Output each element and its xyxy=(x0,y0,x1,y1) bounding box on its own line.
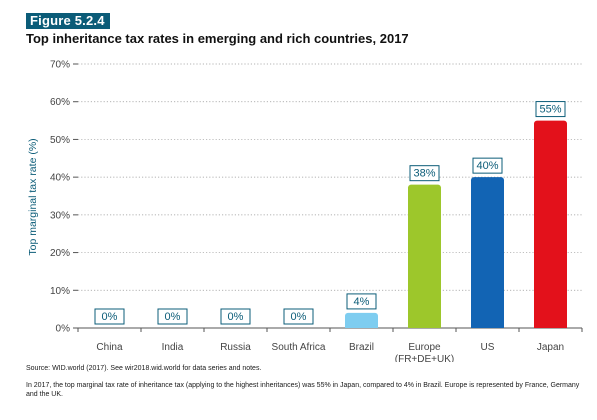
bar xyxy=(345,312,378,328)
y-tick-label: 10% xyxy=(50,286,70,297)
value-label-text: 0% xyxy=(291,311,307,323)
value-label-box xyxy=(157,308,188,325)
y-tick-label: 0% xyxy=(56,324,71,335)
value-label: 0% xyxy=(94,308,125,325)
value-label-text: 0% xyxy=(165,311,181,323)
value-label-text: 0% xyxy=(228,311,244,323)
bar-base xyxy=(408,325,441,328)
value-label: 0% xyxy=(220,308,251,325)
y-tick-label: 70% xyxy=(50,60,70,71)
y-axis-label: Top marginal tax rate (%) xyxy=(27,138,39,255)
value-label-text: 40% xyxy=(476,160,498,172)
value-label-box xyxy=(283,308,314,325)
bar-base xyxy=(534,325,567,328)
x-tick-label: Russia xyxy=(220,342,251,353)
gridlines xyxy=(73,63,582,329)
x-tick-label: US xyxy=(481,342,495,353)
bar xyxy=(408,184,441,328)
source-note: Source: WID.world (2017). See wir2018.wi… xyxy=(26,365,262,372)
value-label: 40% xyxy=(472,157,503,174)
y-tick-label: 30% xyxy=(50,210,70,221)
value-label: 0% xyxy=(157,308,188,325)
value-label-box xyxy=(346,293,377,310)
chart-title: Top inheritance tax rates in emerging an… xyxy=(26,31,409,46)
x-tick-label: Japan xyxy=(537,342,564,353)
y-tick-label: 40% xyxy=(50,173,70,184)
value-label-text: 0% xyxy=(102,311,118,323)
y-tick-labels: 0% 10% 20% 30% 40% 50% 60% 70% xyxy=(50,60,70,335)
value-label: 0% xyxy=(283,308,314,325)
value-label-text: 38% xyxy=(413,168,435,180)
x-tick-labels: China India Russia South Africa Brazil Europe… xyxy=(77,328,583,362)
footnote: In 2017, the top marginal tax rate of in… xyxy=(26,382,580,398)
value-labels: 0% 0% 0% 0% 4% 38% 40% 55% xyxy=(94,101,566,325)
value-label-box xyxy=(535,101,566,118)
x-tick-label: India xyxy=(162,342,184,353)
value-label: 55% xyxy=(535,101,566,118)
bar xyxy=(534,120,567,328)
bar xyxy=(471,177,504,328)
y-tick-label: 50% xyxy=(50,135,70,146)
value-label-text: 55% xyxy=(539,104,561,116)
x-tick-label: South Africa xyxy=(272,342,326,353)
x-tick-label: (FR+DE+UK) xyxy=(395,354,454,362)
bar-chart: Top marginal tax rate (%) 0% 10% 20% 30% 40%… xyxy=(27,60,583,362)
value-label-box xyxy=(220,308,251,325)
value-label: 4% xyxy=(346,293,377,310)
value-label-box xyxy=(472,157,503,174)
x-tick-label: Europe xyxy=(408,342,441,353)
x-tick-label: China xyxy=(96,342,123,353)
x-tick-label: Brazil xyxy=(349,342,374,353)
figure-label: Figure 5.2.4 xyxy=(26,13,110,29)
value-label-text: 4% xyxy=(354,296,370,308)
value-label-box xyxy=(409,165,440,182)
value-label: 38% xyxy=(409,165,440,182)
value-label-box xyxy=(94,308,125,325)
bar-base xyxy=(471,325,504,328)
bars xyxy=(345,120,567,328)
y-tick-label: 60% xyxy=(50,97,70,108)
bar-base xyxy=(345,325,378,328)
y-tick-label: 20% xyxy=(50,248,70,259)
